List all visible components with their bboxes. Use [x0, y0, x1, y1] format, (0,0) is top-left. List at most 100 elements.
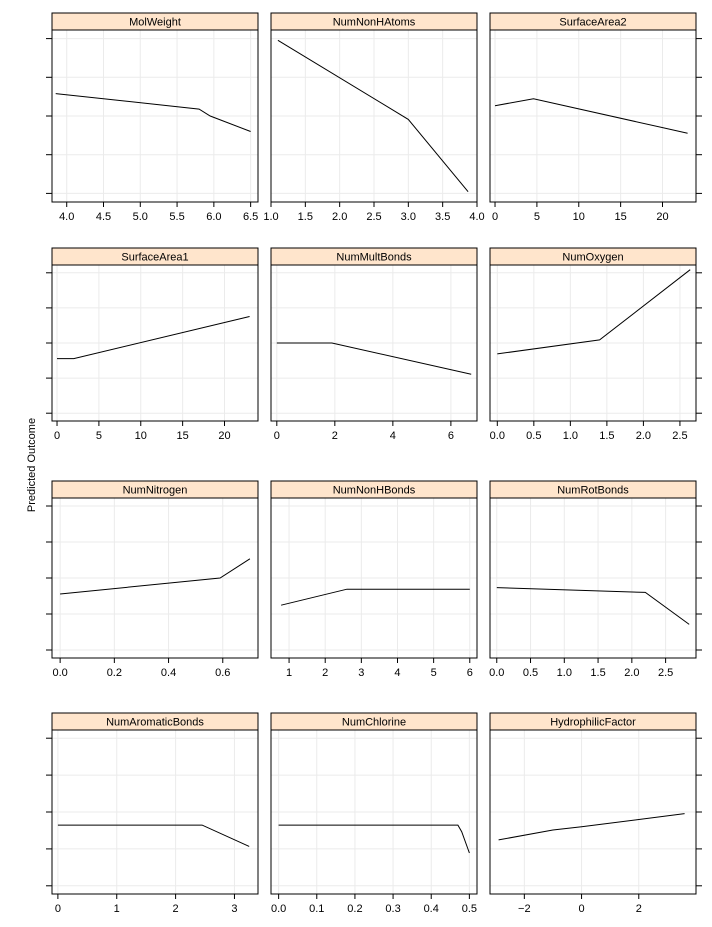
x-tick-label: 0: [54, 430, 60, 442]
x-tick-label: 4: [390, 430, 396, 442]
x-tick-label: 5: [534, 211, 540, 223]
x-tick-label: 2: [332, 430, 338, 442]
x-tick-label: 5.0: [133, 211, 148, 223]
x-tick-label: 1.0: [557, 667, 572, 679]
x-tick-label: 0.6: [215, 667, 230, 679]
x-tick-label: 0.2: [107, 667, 122, 679]
series-line: [280, 588, 470, 606]
x-tick-label: 5: [431, 667, 437, 679]
series-line: [498, 813, 685, 841]
x-tick-label: 2.5: [672, 430, 687, 442]
panel: NumOxygen 0.0 0.5 1.0 1.5 2.0 2.5: [489, 247, 702, 442]
panel-title: SurfaceArea1: [121, 252, 188, 264]
panel-title: NumNitrogen: [123, 485, 188, 497]
series-line: [55, 93, 251, 132]
panel-title: NumRotBonds: [557, 485, 629, 497]
x-tick-label: 6.5: [243, 211, 258, 223]
panel-title: SurfaceArea2: [559, 17, 626, 29]
x-tick-label: 4: [394, 667, 400, 679]
panel-title: NumOxygen: [562, 252, 623, 264]
x-tick-label: 2.5: [658, 667, 673, 679]
x-tick-label: 20: [218, 430, 230, 442]
panel: NumRotBonds 0.0 0.5 1.0 1.5 2.0 2.5: [489, 480, 702, 679]
x-tick-label: 6: [448, 430, 454, 442]
series-line: [57, 316, 250, 360]
panel: NumNitrogen 0.0 0.2 0.4 0.6: [46, 480, 259, 679]
x-tick-label: 0.0: [489, 667, 504, 679]
x-tick-label: 3: [358, 667, 364, 679]
panel: NumNonHBonds 1 2 3 4 5 6: [270, 480, 478, 679]
panel-title: NumChlorine: [342, 717, 406, 729]
panel-frame: [270, 497, 478, 659]
panel: NumChlorine 0.0 0.1 0.2 0.3 0.4 0.5: [270, 712, 478, 915]
x-tick-label: 2.5: [366, 211, 381, 223]
x-tick-label: 2.0: [636, 430, 651, 442]
x-tick-label: 0.5: [523, 667, 538, 679]
series-line: [278, 824, 470, 854]
x-tick-label: 0: [492, 211, 498, 223]
x-tick-label: 5.5: [169, 211, 184, 223]
panel: NumAromaticBonds 0 1 2 3: [46, 712, 259, 915]
x-tick-label: 0.4: [161, 667, 176, 679]
panels: MolWeight 4.0 4.5 5.0 5.5 6.0 6.5 NumNonHAtoms 1…: [46, 12, 702, 915]
series-line: [57, 824, 250, 847]
panel-frame: [270, 729, 478, 895]
x-tick-label: 1.5: [599, 430, 614, 442]
series-line: [496, 587, 690, 625]
panel-title: NumNonHAtoms: [333, 17, 416, 29]
panel-title: HydrophilicFactor: [550, 717, 636, 729]
x-tick-label: 0.2: [347, 903, 362, 915]
x-tick-label: 2: [322, 667, 328, 679]
x-tick-label: 0.4: [424, 903, 439, 915]
x-tick-label: 1.5: [298, 211, 313, 223]
panel-title: NumAromaticBonds: [106, 717, 204, 729]
x-tick-label: 6.0: [206, 211, 221, 223]
panel-title: NumMultBonds: [336, 252, 412, 264]
x-tick-label: 4.0: [469, 211, 484, 223]
x-tick-label: 10: [573, 211, 585, 223]
series-line: [497, 269, 691, 355]
y-axis-label: Predicted Outcome: [26, 418, 38, 512]
x-tick-label: 1: [114, 903, 120, 915]
x-tick-label: 0.5: [462, 903, 477, 915]
x-tick-label: 3.5: [435, 211, 450, 223]
x-tick-label: 15: [177, 430, 189, 442]
x-tick-label: 0.5: [526, 430, 541, 442]
x-tick-label: 3: [231, 903, 237, 915]
x-tick-label: 0.0: [271, 903, 286, 915]
x-tick-label: 5: [96, 430, 102, 442]
series-line: [277, 39, 469, 193]
x-tick-label: 10: [135, 430, 147, 442]
x-tick-label: 15: [615, 211, 627, 223]
x-tick-label: 4.5: [96, 211, 111, 223]
x-tick-label: 2.0: [332, 211, 347, 223]
x-tick-label: 0: [578, 903, 584, 915]
panel: NumMultBonds 0 2 4 6: [270, 247, 478, 442]
x-tick-label: 0: [274, 430, 280, 442]
x-tick-label: 1.0: [263, 211, 278, 223]
x-tick-label: 0.0: [52, 667, 67, 679]
x-tick-label: 2: [173, 903, 179, 915]
panel: MolWeight 4.0 4.5 5.0 5.5 6.0 6.5: [46, 12, 259, 223]
x-tick-label: 0.1: [309, 903, 324, 915]
x-tick-label: 3.0: [401, 211, 416, 223]
panel: HydrophilicFactor −2 0 2: [489, 712, 702, 915]
x-tick-label: 20: [656, 211, 668, 223]
x-tick-label: 4.0: [59, 211, 74, 223]
x-tick-label: 2: [636, 903, 642, 915]
x-tick-label: 1.0: [563, 430, 578, 442]
panel: NumNonHAtoms 1.0 1.5 2.0 2.5 3.0 3.5 4.0: [263, 12, 485, 223]
series-line: [60, 558, 251, 595]
x-tick-label: 0.0: [490, 430, 505, 442]
series-line: [494, 98, 688, 134]
x-tick-label: −2: [518, 903, 531, 915]
x-tick-label: 0: [55, 903, 61, 915]
x-tick-label: 6: [467, 667, 473, 679]
x-tick-label: 2.0: [624, 667, 639, 679]
x-tick-label: 1.5: [590, 667, 605, 679]
x-tick-label: 0.3: [385, 903, 400, 915]
series-line: [276, 342, 472, 375]
panel-title: MolWeight: [129, 17, 181, 29]
x-tick-label: 1: [286, 667, 292, 679]
